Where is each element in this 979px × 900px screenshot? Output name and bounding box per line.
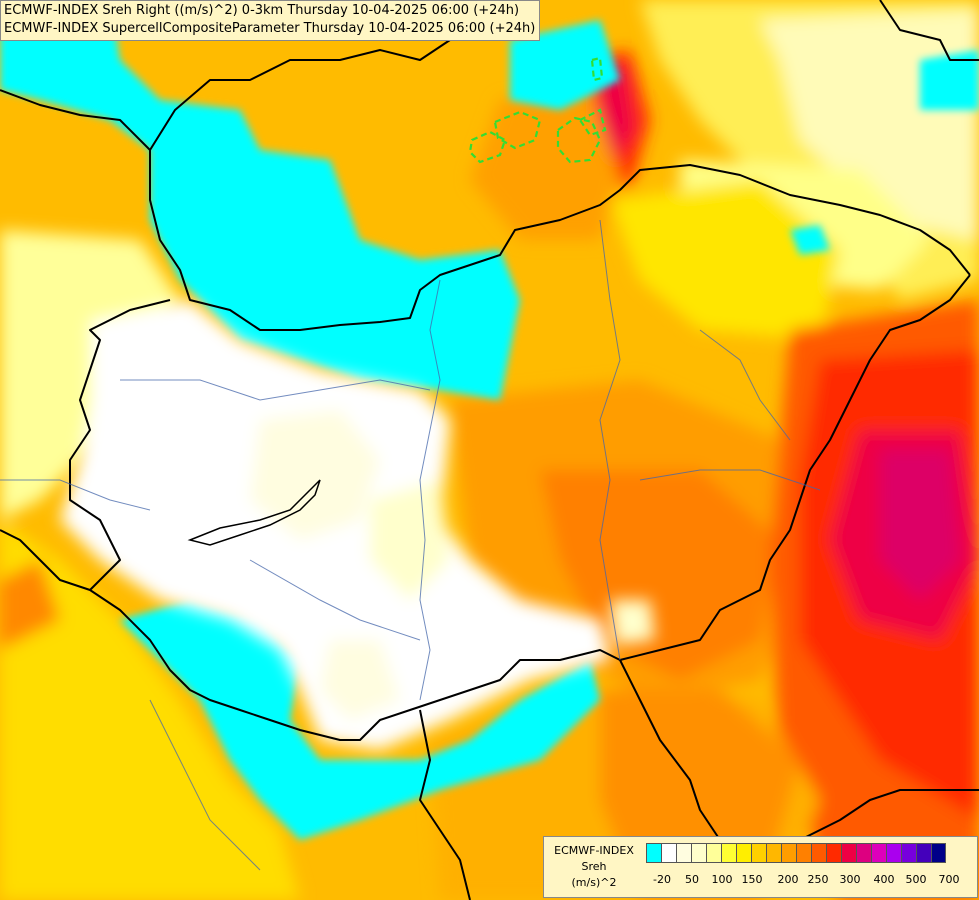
legend-ticks: -20 50 100 150 200 250 300 400 500 700 [646, 873, 976, 889]
map-title-box: ECMWF-INDEX Sreh Right ((m/s)^2) 0-3km T… [0, 0, 541, 41]
legend-swatch [871, 843, 886, 863]
legend-tick-label: 200 [777, 873, 799, 886]
legend-swatch [931, 843, 946, 863]
legend-swatch [841, 843, 856, 863]
legend-swatch [826, 843, 841, 863]
legend-swatch [916, 843, 931, 863]
legend-swatch [766, 843, 781, 863]
legend-tick-label: 700 [938, 873, 960, 886]
legend-tick-label: 50 [685, 873, 699, 886]
legend-tick-label: -20 [653, 873, 671, 886]
legend-swatches [646, 843, 946, 863]
legend-title-model: ECMWF-INDEX [554, 844, 634, 857]
legend-tick-label: 150 [741, 873, 763, 886]
legend-tick-label: 300 [839, 873, 861, 886]
rivers [0, 219, 821, 871]
legend-tick-label: 400 [873, 873, 895, 886]
legend-swatch [901, 843, 916, 863]
legend-swatch [751, 843, 766, 863]
legend-swatch [646, 843, 661, 863]
title-line-sreh: ECMWF-INDEX Sreh Right ((m/s)^2) 0-3km T… [4, 3, 520, 18]
legend-title-unit: (m/s)^2 [571, 876, 617, 889]
legend-title-param: Sreh [581, 860, 607, 873]
scp-contours [468, 56, 607, 164]
legend-swatch [796, 843, 811, 863]
legend-swatch [811, 843, 826, 863]
legend-swatch [691, 843, 706, 863]
legend-swatch [721, 843, 736, 863]
color-legend: ECMWF-INDEX Sreh (m/s)^2 -20 50 100 150 200 2… [543, 836, 978, 898]
lake-balaton [187, 479, 321, 546]
legend-tick-label: 500 [905, 873, 927, 886]
legend-swatch [676, 843, 691, 863]
legend-swatch [781, 843, 796, 863]
white-center [60, 300, 655, 750]
legend-tick-label: 100 [711, 873, 733, 886]
legend-swatch [706, 843, 721, 863]
title-line-scp: ECMWF-INDEX SupercellCompositeParameter … [4, 21, 536, 36]
legend-swatch [661, 843, 676, 863]
legend-swatch [886, 843, 901, 863]
legend-swatch [856, 843, 871, 863]
legend-tick-label: 250 [807, 873, 829, 886]
legend-title: ECMWF-INDEX Sreh (m/s)^2 [546, 843, 642, 891]
legend-swatch [736, 843, 751, 863]
